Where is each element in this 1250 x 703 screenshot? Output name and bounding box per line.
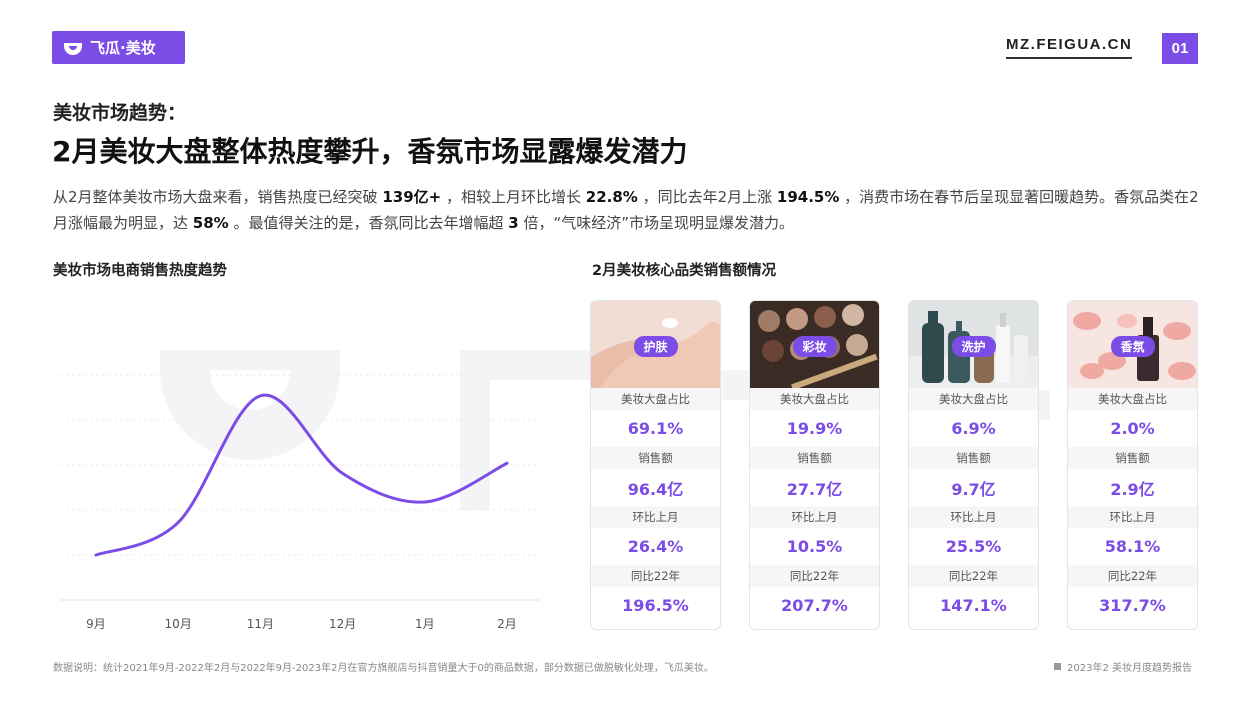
- metric-label: 销售额: [909, 447, 1038, 469]
- category-tag: 彩妆: [792, 336, 837, 357]
- category-image: 香氛: [1068, 301, 1197, 388]
- category-card: 护肤美妆大盘占比 69.1% 销售额 96.4亿环比上月 26.4% 同比22年 196.5…: [590, 300, 721, 630]
- category-tag: 护肤: [633, 336, 678, 357]
- category-image: 彩妆: [750, 301, 879, 388]
- metric-value: 27.7亿: [786, 479, 843, 499]
- site-url[interactable]: MZ.FEIGUA.CN: [1006, 36, 1133, 59]
- category-card: 洗护美妆大盘占比 6.9% 销售额 9.7亿环比上月 25.5% 同比22年 147.1%: [908, 300, 1039, 630]
- x-tick-label: 1月: [415, 617, 435, 631]
- page-title: 2月美妆大盘整体热度攀升，香氛市场显露爆发潜力: [52, 135, 688, 168]
- metric-value: 2.0%: [1110, 419, 1155, 438]
- metric-label: 销售额: [1068, 447, 1197, 469]
- x-tick-label: 9月: [86, 617, 106, 631]
- x-tick-label: 12月: [329, 617, 356, 631]
- metric-value: 19.9%: [786, 419, 843, 438]
- metric-value: 196.5%: [622, 596, 689, 615]
- metric-value: 2.9亿: [1110, 479, 1155, 499]
- brand-name: 飞瓜·美妆: [90, 39, 156, 57]
- metric-label: 同比22年: [591, 565, 720, 587]
- series-line: [94, 393, 509, 557]
- metric-label: 环比上月: [1068, 506, 1197, 528]
- metric-label: 美妆大盘占比: [1068, 388, 1197, 410]
- category-card: 香氛美妆大盘占比 2.0% 销售额 2.9亿环比上月 58.1% 同比22年 317.7%: [1067, 300, 1198, 630]
- summary-paragraph: 从2月整体美妆市场大盘来看，销售热度已经突破 139亿+ ，相较上月环比增长 2…: [53, 188, 1199, 232]
- metric-label: 环比上月: [750, 506, 879, 528]
- metric-value: 69.1%: [627, 419, 684, 438]
- brand-logo[interactable]: 飞瓜·美妆: [52, 31, 185, 64]
- metric-label: 环比上月: [909, 506, 1038, 528]
- metric-value: 6.9%: [951, 419, 996, 438]
- metric-label: 销售额: [750, 447, 879, 469]
- metric-value: 317.7%: [1099, 596, 1166, 615]
- data-footnote: 数据说明：统计2021年9月-2022年2月与2022年9月-2023年2月在官…: [53, 663, 714, 674]
- metric-label: 同比22年: [750, 565, 879, 587]
- x-tick-label: 11月: [247, 617, 274, 631]
- metric-value: 147.1%: [940, 596, 1007, 615]
- x-tick-label: 10月: [165, 617, 192, 631]
- category-card: 彩妆美妆大盘占比 19.9% 销售额 27.7亿环比上月 10.5% 同比22年 207.7…: [749, 300, 880, 630]
- metric-value: 10.5%: [786, 537, 843, 556]
- metric-label: 美妆大盘占比: [750, 388, 879, 410]
- report-footer: 2023年2 美妆月度趋势报告: [1054, 659, 1192, 674]
- metric-label: 美妆大盘占比: [591, 388, 720, 410]
- metric-label: 同比22年: [1068, 565, 1197, 587]
- category-section-title: 2月美妆核心品类销售额情况: [592, 263, 777, 279]
- category-image: 洗护: [909, 301, 1038, 388]
- metric-label: 环比上月: [591, 506, 720, 528]
- metric-value: 25.5%: [945, 537, 1002, 556]
- square-icon: [1054, 663, 1061, 670]
- section-subtitle: 美妆市场趋势：: [53, 102, 187, 124]
- sales-trend-chart: 9月 10月 11月 12月 1月 2月: [60, 374, 540, 631]
- x-tick-label: 2月: [497, 617, 517, 631]
- category-tag: 洗护: [951, 336, 996, 357]
- page-number: 01: [1162, 33, 1198, 64]
- category-tag: 香氛: [1110, 336, 1155, 357]
- metric-value: 26.4%: [627, 537, 684, 556]
- metric-value: 9.7亿: [951, 479, 996, 499]
- metric-value: 207.7%: [781, 596, 848, 615]
- smile-icon: [64, 42, 82, 55]
- metric-value: 58.1%: [1104, 537, 1161, 556]
- metric-label: 美妆大盘占比: [909, 388, 1038, 410]
- category-image: 护肤: [591, 301, 720, 388]
- report-name: 2023年2 美妆月度趋势报告: [1067, 663, 1192, 674]
- metric-value: 96.4亿: [627, 479, 684, 499]
- trend-chart-title: 美妆市场电商销售热度趋势: [53, 263, 227, 279]
- metric-label: 同比22年: [909, 565, 1038, 587]
- metric-label: 销售额: [591, 447, 720, 469]
